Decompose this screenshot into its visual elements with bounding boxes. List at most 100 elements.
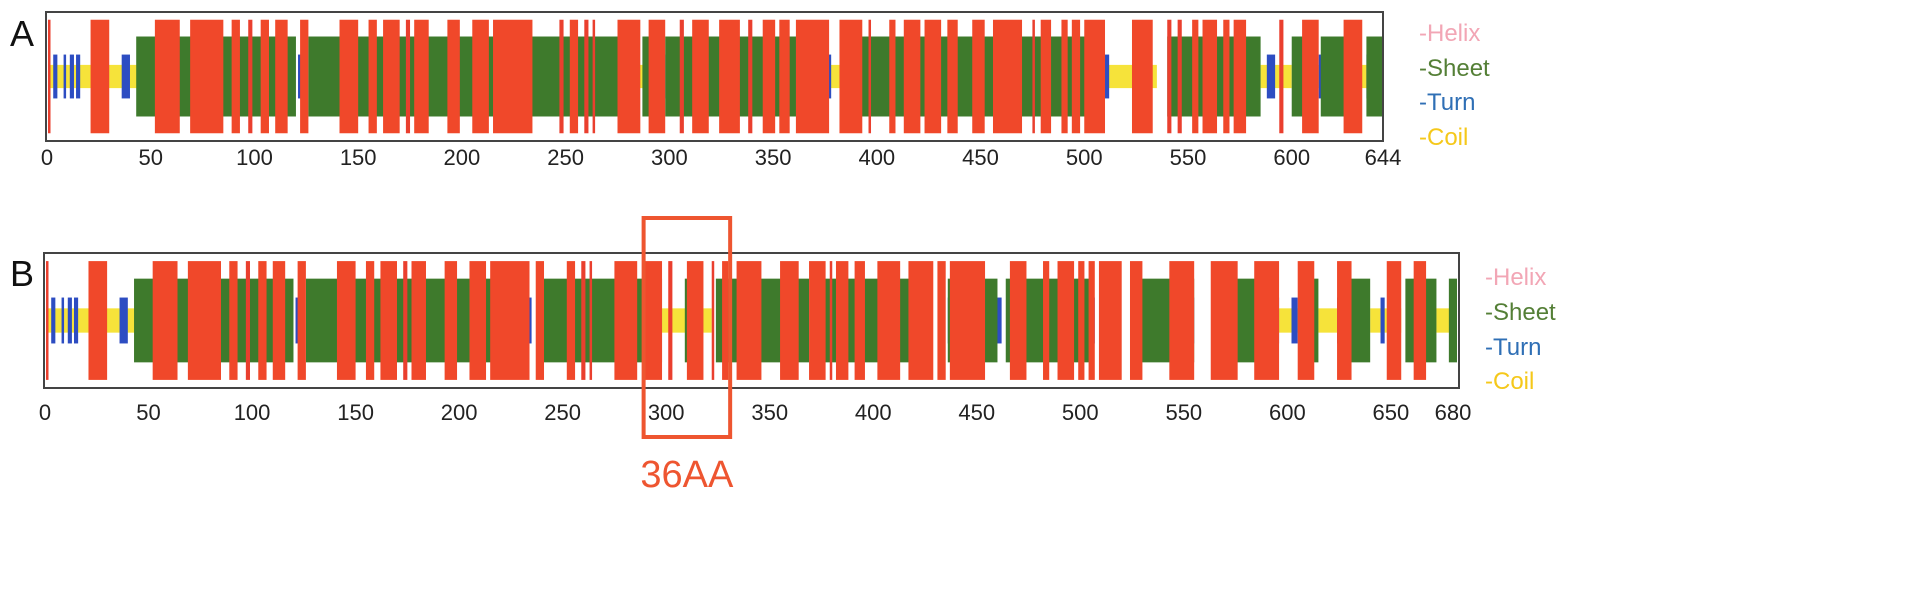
tick-label: 680	[1435, 400, 1472, 425]
helix-segment	[1254, 261, 1280, 380]
tick-label: 500	[1062, 400, 1099, 425]
helix-segment	[490, 261, 530, 380]
panel-a-axis: 0 50 100 150 200 250 300 350 400 450 500 550 600 644	[41, 145, 1401, 170]
tick-label: 650	[1373, 400, 1410, 425]
helix-segment	[937, 261, 946, 380]
helix-segment	[447, 19, 460, 134]
helix-segment	[300, 19, 309, 134]
helix-segment	[748, 19, 753, 134]
helix-segment	[1297, 261, 1315, 380]
tick-label: 200	[444, 145, 481, 170]
helix-segment	[692, 19, 709, 134]
tick-label: 50	[136, 400, 160, 425]
panel-a-helix-layer	[48, 19, 1363, 134]
helix-segment	[231, 19, 240, 134]
helix-segment	[48, 19, 51, 134]
panel-a-label: A	[10, 13, 34, 54]
helix-segment	[569, 19, 579, 134]
helix-segment	[1210, 261, 1238, 380]
tick-label: 600	[1269, 400, 1306, 425]
helix-segment	[947, 19, 958, 134]
turn-segment	[51, 297, 56, 344]
helix-segment	[1057, 261, 1075, 380]
helix-segment	[924, 19, 942, 134]
helix-segment	[1233, 19, 1247, 134]
helix-segment	[1084, 19, 1106, 134]
helix-segment	[589, 261, 593, 380]
helix-segment	[1009, 261, 1027, 380]
helix-segment	[187, 261, 221, 380]
panel-b-axis: 0 50 100 150 200 250 300 350 400 450 500 550 600 650 6…	[39, 400, 1471, 425]
helix-segment	[1088, 261, 1095, 380]
helix-segment	[1223, 19, 1230, 134]
legend-coil-label: -Coil	[1419, 124, 1468, 151]
helix-segment	[1129, 261, 1143, 380]
sheet-segment	[845, 36, 1095, 117]
legend-sheet-label: -Sheet	[1485, 299, 1556, 326]
panel-a-track-frame	[45, 11, 1384, 142]
helix-segment	[403, 261, 408, 380]
helix-segment	[405, 19, 411, 134]
helix-segment	[780, 261, 799, 380]
insertion-annotation: 36AA	[640, 216, 734, 496]
helix-segment	[1413, 261, 1427, 380]
tick-label: 644	[1365, 145, 1402, 170]
helix-segment	[154, 19, 180, 134]
helix-segment	[365, 261, 375, 380]
helix-segment	[260, 19, 269, 134]
helix-segment	[617, 19, 641, 134]
helix-segment	[779, 19, 790, 134]
legend-coil-label: -Coil	[1485, 368, 1534, 395]
helix-segment	[686, 261, 704, 380]
tick-label: 250	[547, 145, 584, 170]
legend-turn-label: -Turn	[1485, 334, 1541, 361]
turn-segment	[61, 297, 65, 344]
tick-label: 400	[858, 145, 895, 170]
turn-segment	[63, 54, 67, 99]
turn-segment	[119, 297, 128, 344]
panel-b-helix-layer	[46, 261, 1427, 380]
tick-label: 150	[340, 145, 377, 170]
helix-segment	[1343, 19, 1363, 134]
helix-segment	[1386, 261, 1402, 380]
helix-segment	[1098, 261, 1122, 380]
helix-segment	[383, 19, 400, 134]
helix-segment	[1131, 19, 1153, 134]
sheet-segment	[815, 278, 921, 363]
tick-label: 0	[41, 145, 53, 170]
panel-a-legend: -Helix -Sheet -Turn -Coil	[1419, 20, 1490, 151]
helix-segment	[795, 19, 830, 134]
turn-segment	[1380, 297, 1385, 344]
helix-segment	[648, 19, 666, 134]
helix-segment	[248, 19, 253, 134]
helix-segment	[908, 261, 934, 380]
helix-segment	[854, 261, 865, 380]
helix-segment	[559, 19, 564, 134]
helix-segment	[1071, 19, 1081, 134]
helix-segment	[839, 19, 863, 134]
helix-segment	[1302, 19, 1319, 134]
helix-segment	[877, 261, 901, 380]
helix-segment	[336, 261, 356, 380]
legend-turn-label: -Turn	[1419, 89, 1475, 116]
tick-label: 150	[337, 400, 374, 425]
tick-label: 500	[1066, 145, 1103, 170]
helix-segment	[229, 261, 238, 380]
helix-segment	[1337, 261, 1352, 380]
helix-segment	[368, 19, 377, 134]
helix-segment	[668, 261, 673, 380]
helix-segment	[88, 261, 108, 380]
helix-segment	[762, 19, 776, 134]
panel-b-legend: -Helix -Sheet -Turn -Coil	[1485, 264, 1556, 395]
tick-label: 450	[962, 145, 999, 170]
helix-segment	[949, 261, 986, 380]
helix-segment	[1078, 261, 1085, 380]
helix-segment	[46, 261, 49, 380]
tick-label: 50	[138, 145, 162, 170]
helix-segment	[868, 19, 872, 134]
helix-segment	[411, 261, 426, 380]
legend-helix-label: -Helix	[1419, 20, 1480, 47]
helix-segment	[258, 261, 267, 380]
turn-segment	[1266, 54, 1276, 99]
